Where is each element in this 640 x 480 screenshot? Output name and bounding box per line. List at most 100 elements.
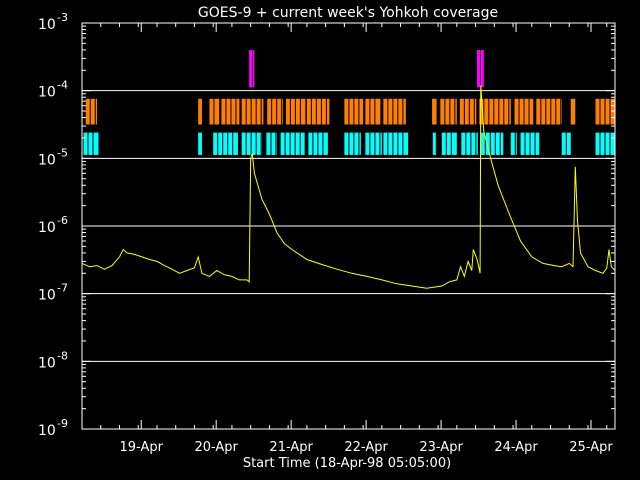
y-tick-label: 10: [38, 355, 56, 371]
coverage-gap: [310, 98, 312, 125]
x-tick-label: 24-Apr: [494, 440, 538, 455]
coverage-orange-segment: [85, 98, 97, 125]
coverage-gap: [540, 98, 542, 125]
coverage-gap: [514, 132, 516, 155]
coverage-gap: [294, 98, 296, 125]
coverage-gap: [604, 132, 606, 155]
coverage-gap: [320, 98, 322, 125]
coverage-gap: [348, 98, 350, 125]
x-tick-label: 21-Apr: [269, 440, 313, 455]
y-tick-exponent: -4: [57, 79, 68, 92]
coverage-gap: [92, 132, 94, 155]
coverage-orange-segment: [479, 98, 511, 125]
coverage-orange-segment: [241, 98, 264, 125]
chart-title: GOES-9 + current week's Yohkoh coverage: [198, 5, 498, 21]
coverage-gap: [227, 132, 229, 155]
y-tick-exponent: -6: [57, 214, 68, 227]
coverage-gap: [402, 98, 404, 125]
coverage-orange-segment: [383, 98, 406, 125]
coverage-cyan-segment: [280, 132, 305, 155]
coverage-cyan-segment: [510, 132, 517, 155]
coverage-gap: [604, 98, 606, 125]
coverage-gap: [379, 132, 381, 155]
coverage-cyan-segment: [441, 132, 457, 155]
coverage-gap: [374, 132, 376, 155]
coverage-gap: [494, 132, 496, 155]
coverage-gap: [555, 98, 557, 125]
coverage-gap: [275, 132, 277, 155]
y-tick-label: 10: [38, 85, 56, 101]
coverage-cyan-segment: [241, 132, 262, 155]
coverage-gap: [475, 132, 477, 155]
coverage-gap: [529, 132, 531, 155]
y-tick-label: 10: [38, 17, 56, 33]
coverage-gap: [312, 132, 314, 155]
coverage-orange-segment: [365, 98, 381, 125]
coverage-gap: [508, 98, 510, 125]
coverage-cyan-segment: [198, 132, 202, 155]
coverage-gap: [609, 132, 611, 155]
coverage-gap: [358, 132, 360, 155]
y-tick-label: 10: [38, 423, 56, 439]
coverage-gap: [353, 98, 355, 125]
coverage-gap: [281, 98, 283, 125]
coverage-gap: [260, 132, 262, 155]
coverage-gap: [392, 98, 394, 125]
coverage-gap: [87, 132, 89, 155]
coverage-gap: [545, 98, 547, 125]
coverage-gap: [89, 98, 91, 125]
coverage-gap: [299, 132, 301, 155]
coverage-gap: [484, 132, 486, 155]
coverage-orange-segment: [432, 98, 437, 125]
coverage-gap: [250, 98, 252, 125]
coverage-cyan-segment: [480, 132, 504, 155]
coverage-gap: [470, 132, 472, 155]
coverage-magenta-segment: [252, 50, 255, 88]
coverage-gap: [387, 98, 389, 125]
coverage-gap: [449, 98, 451, 125]
coverage-gap: [518, 98, 520, 125]
coverage-gap: [503, 98, 505, 125]
x-axis: 19-Apr 20-Apr 21-Apr 22-Apr 23-Apr 24-Apr 25-A…: [81, 23, 613, 455]
coverage-gap: [317, 132, 319, 155]
y-tick-label: 10: [38, 220, 56, 236]
coverage-gap: [397, 132, 399, 155]
x-tick-label: 23-Apr: [419, 440, 463, 455]
coverage-orange-segment: [267, 98, 283, 125]
coverage-orange-segment: [306, 98, 330, 125]
x-tick-label: 19-Apr: [120, 440, 164, 455]
coverage-gap: [245, 98, 247, 125]
coverage-gap: [454, 98, 456, 125]
y-tick-exponent: -7: [57, 282, 68, 295]
coverage-gap: [315, 98, 317, 125]
coverage-orange-segment: [570, 98, 576, 125]
coverage-gap: [534, 132, 536, 155]
coverage-gap: [235, 98, 237, 125]
coverage-gap: [369, 132, 371, 155]
coverage-magenta-segment: [480, 50, 484, 88]
goes-flux-line: [81, 85, 616, 289]
coverage-gap: [392, 132, 394, 155]
y-tick-exponent: -5: [57, 146, 68, 159]
coverage-gap: [599, 132, 601, 155]
coverage-gap: [348, 132, 350, 155]
coverage-gap: [225, 98, 227, 125]
coverage-orange-segment: [198, 98, 202, 125]
x-tick-label: 20-Apr: [194, 440, 238, 455]
coverage-cyan-segment: [83, 132, 99, 155]
coverage-gap: [260, 98, 262, 125]
coverage-gap: [230, 98, 232, 125]
coverage-gap: [493, 98, 495, 125]
coverage-gap: [213, 98, 215, 125]
coverage-gap: [565, 132, 567, 155]
coverage-gap: [523, 98, 525, 125]
coverage-magenta-segment: [477, 50, 481, 88]
coverage-gap: [468, 98, 470, 125]
coverage-gap: [289, 98, 291, 125]
coverage-gap: [609, 98, 611, 125]
coverage-gap: [387, 132, 389, 155]
coverage-gap: [397, 98, 399, 125]
y-tick-label: 10: [38, 152, 56, 168]
coverage-gap: [276, 98, 278, 125]
coverage-gap: [402, 132, 404, 155]
